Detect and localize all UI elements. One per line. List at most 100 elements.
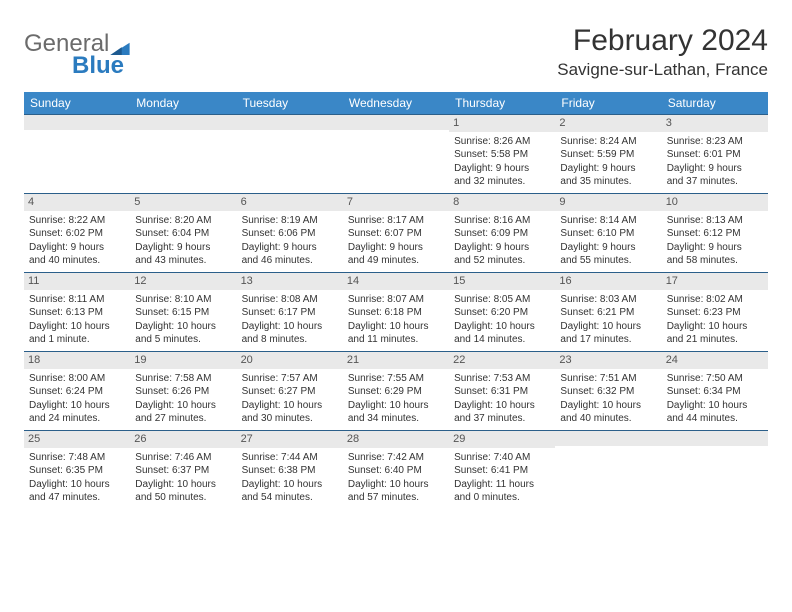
daylight-text: Daylight: 9 hours [135,241,231,255]
day-number: 3 [662,115,768,132]
logo: GeneralBlue [24,30,130,80]
sunrise-text: Sunrise: 8:08 AM [242,293,338,307]
sunset-text: Sunset: 6:13 PM [29,306,125,320]
daylight-text: and 30 minutes. [242,412,338,426]
sunset-text: Sunset: 6:12 PM [667,227,763,241]
sunrise-text: Sunrise: 7:44 AM [242,451,338,465]
day-number: 10 [662,194,768,211]
day-number: 26 [130,431,236,448]
daylight-text: and 11 minutes. [348,333,444,347]
day-number: 5 [130,194,236,211]
daylight-text: Daylight: 10 hours [454,399,550,413]
weekday-header-row: SundayMondayTuesdayWednesdayThursdayFrid… [24,92,768,114]
calendar-grid: SundayMondayTuesdayWednesdayThursdayFrid… [24,92,768,509]
day-number: 21 [343,352,449,369]
day-cell: 19Sunrise: 7:58 AMSunset: 6:26 PMDayligh… [130,352,236,430]
sunset-text: Sunset: 6:17 PM [242,306,338,320]
weekday-header: Wednesday [343,92,449,114]
daylight-text: and 52 minutes. [454,254,550,268]
daylight-text: and 1 minute. [29,333,125,347]
day-cell: 21Sunrise: 7:55 AMSunset: 6:29 PMDayligh… [343,352,449,430]
sunset-text: Sunset: 6:35 PM [29,464,125,478]
sunset-text: Sunset: 5:58 PM [454,148,550,162]
day-cell: 23Sunrise: 7:51 AMSunset: 6:32 PMDayligh… [555,352,661,430]
day-number: 2 [555,115,661,132]
empty-day-cell [662,431,768,509]
day-number: 6 [237,194,343,211]
logo-text-blue: Blue [72,52,124,80]
weekday-header: Sunday [24,92,130,114]
day-cell: 28Sunrise: 7:42 AMSunset: 6:40 PMDayligh… [343,431,449,509]
week-row: 4Sunrise: 8:22 AMSunset: 6:02 PMDaylight… [24,193,768,272]
day-number: 14 [343,273,449,290]
daylight-text: and 21 minutes. [667,333,763,347]
daylight-text: and 58 minutes. [667,254,763,268]
sunset-text: Sunset: 6:32 PM [560,385,656,399]
day-number: 25 [24,431,130,448]
day-cell: 24Sunrise: 7:50 AMSunset: 6:34 PMDayligh… [662,352,768,430]
empty-day-header [555,431,661,446]
sunset-text: Sunset: 6:01 PM [667,148,763,162]
daylight-text: Daylight: 9 hours [454,241,550,255]
sunrise-text: Sunrise: 8:16 AM [454,214,550,228]
empty-day-cell [555,431,661,509]
daylight-text: Daylight: 10 hours [29,399,125,413]
weekday-header: Thursday [449,92,555,114]
daylight-text: Daylight: 9 hours [560,241,656,255]
day-cell: 18Sunrise: 8:00 AMSunset: 6:24 PMDayligh… [24,352,130,430]
sunrise-text: Sunrise: 8:20 AM [135,214,231,228]
sunrise-text: Sunrise: 7:51 AM [560,372,656,386]
day-number: 9 [555,194,661,211]
sunrise-text: Sunrise: 7:57 AM [242,372,338,386]
empty-day-cell [343,115,449,193]
daylight-text: and 17 minutes. [560,333,656,347]
day-cell: 3Sunrise: 8:23 AMSunset: 6:01 PMDaylight… [662,115,768,193]
day-number: 16 [555,273,661,290]
week-row: 11Sunrise: 8:11 AMSunset: 6:13 PMDayligh… [24,272,768,351]
daylight-text: Daylight: 10 hours [135,320,231,334]
sunrise-text: Sunrise: 7:40 AM [454,451,550,465]
sunrise-text: Sunrise: 8:05 AM [454,293,550,307]
day-cell: 22Sunrise: 7:53 AMSunset: 6:31 PMDayligh… [449,352,555,430]
day-number: 28 [343,431,449,448]
daylight-text: and 5 minutes. [135,333,231,347]
daylight-text: Daylight: 10 hours [667,399,763,413]
day-cell: 29Sunrise: 7:40 AMSunset: 6:41 PMDayligh… [449,431,555,509]
weekday-header: Friday [555,92,661,114]
sunrise-text: Sunrise: 8:07 AM [348,293,444,307]
daylight-text: Daylight: 9 hours [667,162,763,176]
daylight-text: and 50 minutes. [135,491,231,505]
day-number: 18 [24,352,130,369]
empty-day-header [662,431,768,446]
day-cell: 2Sunrise: 8:24 AMSunset: 5:59 PMDaylight… [555,115,661,193]
sunset-text: Sunset: 6:21 PM [560,306,656,320]
daylight-text: and 27 minutes. [135,412,231,426]
daylight-text: and 37 minutes. [454,412,550,426]
day-cell: 27Sunrise: 7:44 AMSunset: 6:38 PMDayligh… [237,431,343,509]
daylight-text: Daylight: 10 hours [135,399,231,413]
day-cell: 13 Sunrise: 8:08 AMSunset: 6:17 PMDayligh… [237,273,343,351]
weekday-header: Saturday [662,92,768,114]
day-cell: 20Sunrise: 7:57 AMSunset: 6:27 PMDayligh… [237,352,343,430]
day-cell: 12Sunrise: 8:10 AMSunset: 6:15 PMDayligh… [130,273,236,351]
sunset-text: Sunset: 6:06 PM [242,227,338,241]
sunrise-text: Sunrise: 8:03 AM [560,293,656,307]
day-cell: 9Sunrise: 8:14 AMSunset: 6:10 PMDaylight… [555,194,661,272]
daylight-text: Daylight: 10 hours [242,320,338,334]
weekday-header: Monday [130,92,236,114]
day-cell: 8Sunrise: 8:16 AMSunset: 6:09 PMDaylight… [449,194,555,272]
sunrise-text: Sunrise: 7:46 AM [135,451,231,465]
sunrise-text: Sunrise: 8:13 AM [667,214,763,228]
day-number: 23 [555,352,661,369]
daylight-text: and 55 minutes. [560,254,656,268]
daylight-text: and 44 minutes. [667,412,763,426]
empty-day-header [24,115,130,130]
sunset-text: Sunset: 6:40 PM [348,464,444,478]
empty-day-header [343,115,449,130]
empty-day-cell [24,115,130,193]
day-cell: 4Sunrise: 8:22 AMSunset: 6:02 PMDaylight… [24,194,130,272]
sunrise-text: Sunrise: 7:42 AM [348,451,444,465]
daylight-text: and 43 minutes. [135,254,231,268]
day-cell: 10Sunrise: 8:13 AMSunset: 6:12 PMDayligh… [662,194,768,272]
day-number: 13 [237,273,343,290]
